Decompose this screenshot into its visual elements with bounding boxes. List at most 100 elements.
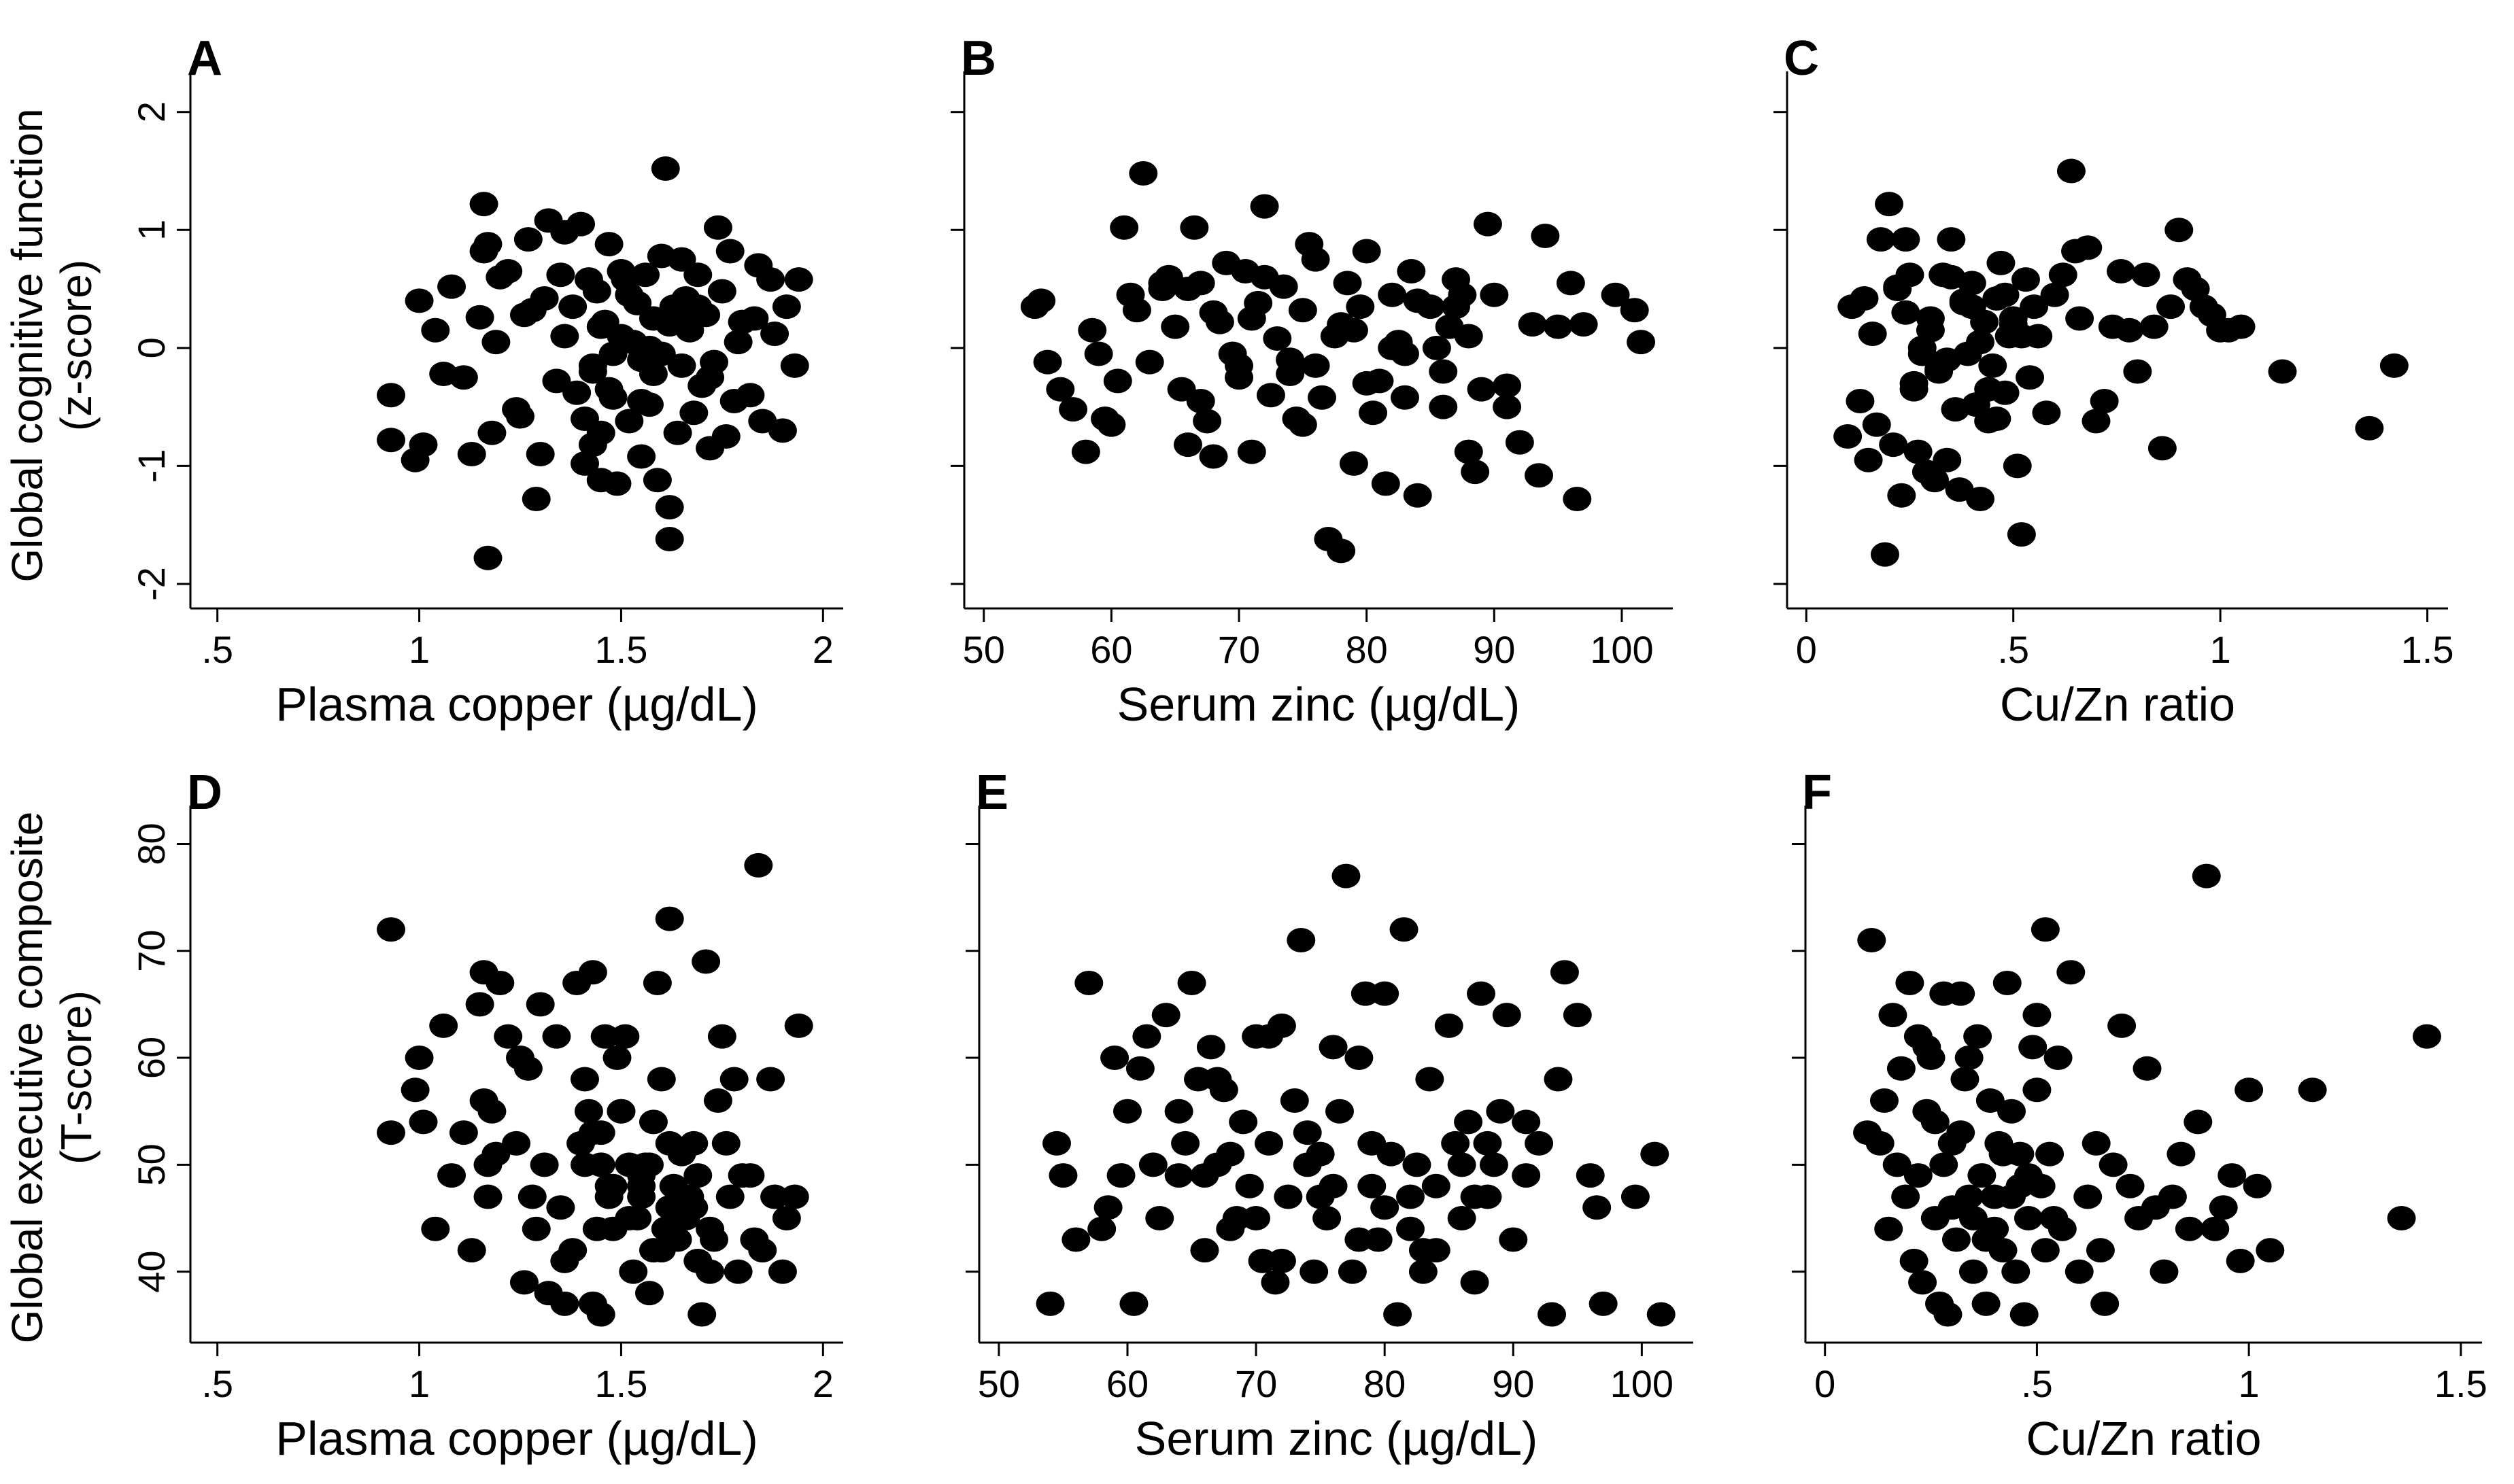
data-point-c — [1920, 468, 1950, 493]
data-point-c — [1891, 300, 1920, 325]
data-point-c — [1887, 483, 1916, 508]
data-point-d — [627, 1173, 656, 1198]
panel-d: D 40 50 60 70 80 .5 1 1.5 2 Plasma copper (µg/dL) — [130, 765, 843, 1465]
data-point-f — [2201, 1216, 2230, 1241]
data-point-b — [1263, 326, 1292, 351]
data-point-c — [1899, 370, 1929, 396]
data-point-e — [1119, 1291, 1149, 1316]
data-point-e — [1203, 1067, 1232, 1092]
data-point-f — [1882, 1152, 1912, 1177]
data-point-e — [1125, 1056, 1155, 1081]
panel-letter-d: D — [187, 765, 222, 820]
data-point-e — [1389, 917, 1419, 942]
data-point-a — [546, 262, 575, 288]
data-point-d — [768, 1259, 797, 1284]
data-point-e — [1646, 1302, 1676, 1327]
data-point-d — [571, 1067, 599, 1092]
data-point-f — [2256, 1238, 2285, 1263]
data-point-c — [1986, 250, 2016, 275]
data-point-d — [611, 1024, 640, 1049]
data-point-d — [550, 1291, 579, 1316]
x-tick-label-b: 100 — [1590, 628, 1653, 671]
data-point-e — [1293, 1120, 1322, 1145]
data-point-f — [2226, 1248, 2255, 1273]
data-point-c — [2139, 314, 2169, 339]
data-point-c — [1990, 282, 2020, 307]
data-point-a — [586, 314, 615, 339]
data-point-c — [1924, 359, 1954, 384]
data-point-e — [1319, 1173, 1348, 1198]
data-point-f — [1869, 1088, 1899, 1113]
data-point-e — [1171, 1131, 1200, 1156]
data-point-c — [2032, 400, 2061, 426]
data-point-a — [760, 322, 789, 347]
data-point-d — [457, 1238, 486, 1263]
data-point-a — [715, 239, 745, 264]
data-point-e — [1074, 970, 1104, 995]
data-point-f — [1865, 1131, 1895, 1156]
data-point-c — [1883, 277, 1912, 302]
data-point-d — [494, 1024, 523, 1049]
data-point-f — [1954, 1046, 1984, 1071]
data-point-e — [1338, 1259, 1367, 1284]
data-point-a — [631, 262, 660, 288]
data-point-d — [619, 1259, 648, 1284]
x-tick-label-b: 50 — [963, 628, 1005, 671]
data-point-f — [2022, 1077, 2052, 1103]
data-point-d — [667, 1195, 696, 1220]
x-tick-label-f: 1 — [2239, 1362, 2260, 1405]
data-point-f — [1958, 1259, 1988, 1284]
data-point-d — [486, 970, 515, 995]
data-point-e — [1441, 1131, 1470, 1156]
data-point-b — [1161, 314, 1190, 339]
x-axis-label-b: Serum zinc (µg/dL) — [1117, 678, 1521, 731]
data-point-e — [1563, 1003, 1592, 1028]
data-point-e — [1512, 1109, 1541, 1135]
data-point-a — [655, 527, 684, 552]
data-point-f — [2175, 1216, 2204, 1241]
data-point-c — [2073, 235, 2103, 260]
data-point-b — [1173, 277, 1202, 302]
x-tick-label-a: .5 — [201, 628, 233, 671]
data-point-b — [1493, 394, 1522, 419]
data-point-d — [736, 1163, 765, 1188]
data-point-d — [473, 1184, 503, 1209]
data-point-c — [1846, 388, 1875, 413]
data-point-a — [469, 192, 498, 217]
data-point-a — [598, 341, 628, 366]
data-point-e — [1242, 1205, 1271, 1230]
panel-e: E 50 60 70 80 90 100 Serum zinc (µg/dL) — [966, 765, 1693, 1465]
data-point-e — [1402, 1152, 1431, 1177]
panel-f: F 0 .5 1 1.5 Cu/Zn ratio — [1792, 765, 2487, 1465]
y-tick-label-a: 1 — [130, 220, 173, 241]
data-point-e — [1061, 1227, 1091, 1252]
data-point-e — [1164, 1163, 1193, 1188]
data-point-e — [1344, 1046, 1374, 1071]
data-point-e — [1100, 1046, 1129, 1071]
data-point-f — [2009, 1302, 2039, 1327]
data-point-b — [1454, 324, 1483, 349]
data-point-a — [571, 451, 599, 476]
data-point-d — [643, 970, 672, 995]
data-point-d — [377, 1120, 405, 1145]
data-point-d — [683, 1248, 713, 1273]
data-point-b — [1339, 451, 1368, 476]
data-point-b — [1237, 306, 1266, 331]
data-point-d — [756, 1067, 785, 1092]
data-point-f — [2031, 917, 2060, 942]
data-point-e — [1261, 1270, 1290, 1295]
data-point-f — [2218, 1163, 2247, 1188]
x-tick-label-f: 0 — [1814, 1362, 1835, 1405]
data-point-e — [1036, 1291, 1065, 1316]
data-point-c — [1862, 412, 1891, 437]
data-point-c — [2268, 359, 2297, 384]
x-tick-label-c: 0 — [1796, 628, 1817, 671]
y-tick-label-d: 40 — [130, 1250, 173, 1292]
data-point-e — [1190, 1238, 1219, 1263]
data-point-d — [639, 1109, 668, 1135]
data-point-d — [692, 949, 721, 974]
data-point-f — [2014, 1205, 2043, 1230]
data-point-b — [1288, 412, 1317, 437]
data-point-e — [1042, 1131, 1071, 1156]
data-point-d — [647, 1238, 676, 1263]
